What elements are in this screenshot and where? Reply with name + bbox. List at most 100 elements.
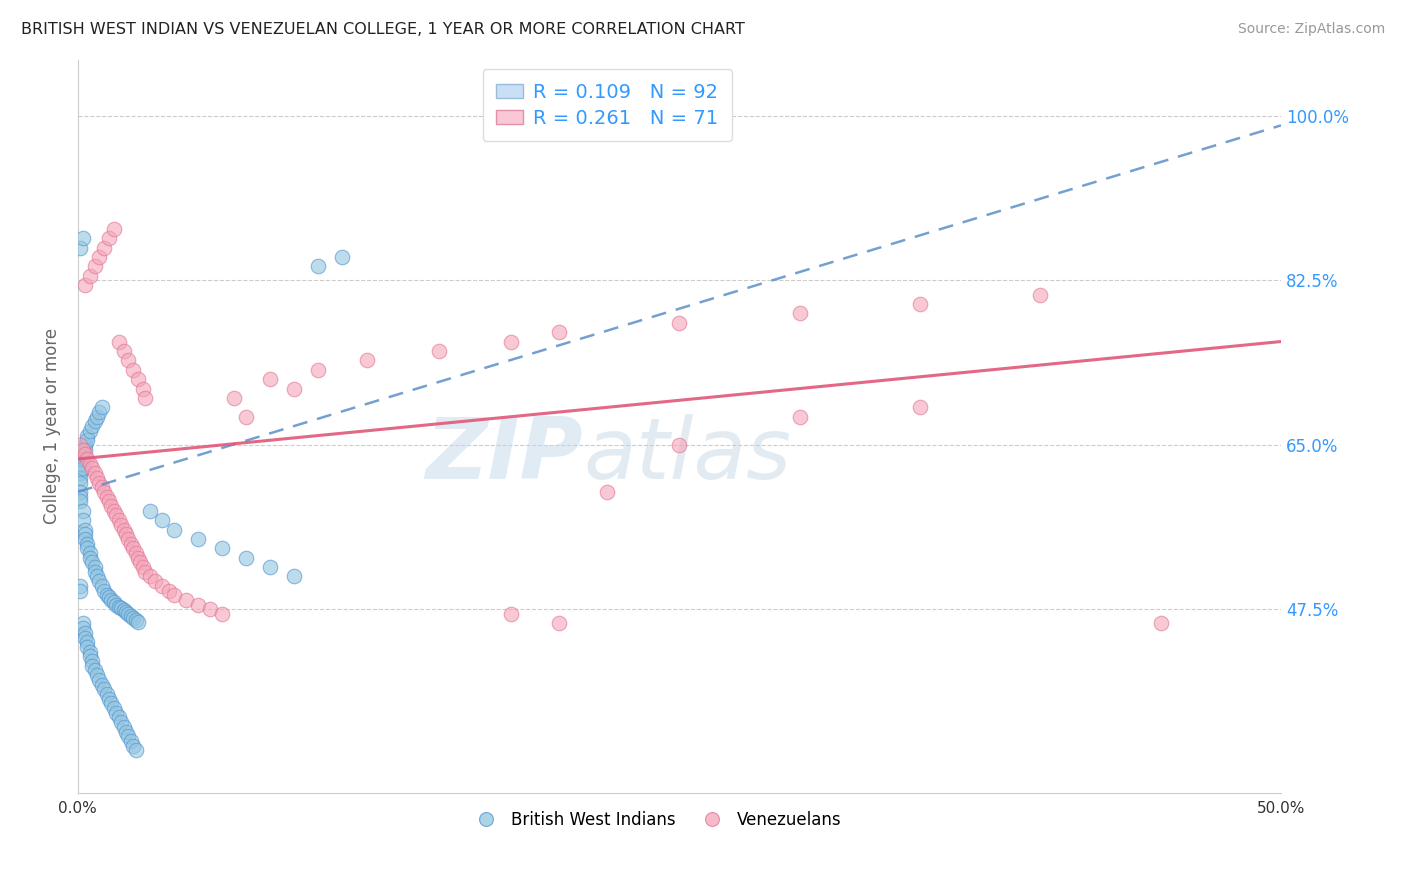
Point	[112, 343, 135, 358]
Point	[93, 484, 115, 499]
Point	[89, 574, 111, 589]
Point	[72, 452, 94, 467]
Point	[76, 452, 98, 467]
Point	[139, 569, 162, 583]
Point	[93, 583, 115, 598]
Text: Source: ZipAtlas.com: Source: ZipAtlas.com	[1237, 22, 1385, 37]
Point	[72, 504, 94, 518]
Point	[211, 541, 233, 556]
Point	[120, 536, 142, 550]
Point	[283, 382, 305, 396]
Point	[76, 428, 98, 442]
Point	[163, 588, 186, 602]
Point	[83, 560, 105, 574]
Point	[124, 613, 146, 627]
Point	[107, 710, 129, 724]
Point	[100, 593, 122, 607]
Point	[198, 602, 221, 616]
Point	[86, 668, 108, 682]
Point	[86, 471, 108, 485]
Point	[73, 631, 96, 645]
Point	[105, 706, 128, 720]
Point	[499, 607, 522, 621]
Point	[98, 590, 121, 604]
Point	[427, 343, 450, 358]
Point	[96, 490, 118, 504]
Point	[332, 250, 354, 264]
Point	[76, 640, 98, 654]
Point	[76, 541, 98, 556]
Point	[132, 560, 155, 574]
Point	[187, 532, 209, 546]
Point	[96, 687, 118, 701]
Point	[211, 607, 233, 621]
Point	[548, 325, 571, 339]
Point	[93, 682, 115, 697]
Point	[73, 532, 96, 546]
Text: BRITISH WEST INDIAN VS VENEZUELAN COLLEGE, 1 YEAR OR MORE CORRELATION CHART: BRITISH WEST INDIAN VS VENEZUELAN COLLEG…	[21, 22, 745, 37]
Point	[98, 231, 121, 245]
Point	[93, 241, 115, 255]
Legend: British West Indians, Venezuelans: British West Indians, Venezuelans	[463, 805, 848, 836]
Point	[124, 743, 146, 757]
Point	[73, 447, 96, 461]
Point	[83, 414, 105, 428]
Point	[82, 555, 104, 569]
Point	[122, 541, 145, 556]
Point	[89, 250, 111, 264]
Point	[112, 603, 135, 617]
Point	[107, 599, 129, 614]
Point	[72, 513, 94, 527]
Point	[103, 595, 125, 609]
Point	[86, 409, 108, 424]
Point	[100, 499, 122, 513]
Point	[69, 471, 91, 485]
Point	[73, 626, 96, 640]
Point	[596, 484, 619, 499]
Y-axis label: College, 1 year or more: College, 1 year or more	[44, 328, 60, 524]
Point	[115, 605, 138, 619]
Point	[72, 447, 94, 461]
Point	[668, 316, 690, 330]
Point	[117, 353, 139, 368]
Point	[100, 697, 122, 711]
Point	[132, 382, 155, 396]
Point	[79, 649, 101, 664]
Point	[69, 241, 91, 255]
Point	[83, 664, 105, 678]
Point	[69, 494, 91, 508]
Point	[82, 461, 104, 475]
Point	[115, 724, 138, 739]
Point	[117, 607, 139, 621]
Point	[117, 532, 139, 546]
Point	[127, 550, 149, 565]
Point	[69, 583, 91, 598]
Point	[90, 579, 112, 593]
Point	[187, 598, 209, 612]
Point	[110, 601, 132, 615]
Point	[82, 419, 104, 434]
Point	[72, 231, 94, 245]
Point	[86, 569, 108, 583]
Point	[82, 654, 104, 668]
Point	[98, 494, 121, 508]
Point	[90, 401, 112, 415]
Point	[307, 363, 329, 377]
Point	[129, 555, 152, 569]
Point	[120, 734, 142, 748]
Point	[224, 391, 246, 405]
Point	[103, 221, 125, 235]
Point	[69, 484, 91, 499]
Point	[1029, 287, 1052, 301]
Point	[105, 598, 128, 612]
Point	[69, 457, 91, 471]
Point	[72, 621, 94, 635]
Point	[90, 480, 112, 494]
Text: atlas: atlas	[583, 414, 792, 497]
Point	[143, 574, 166, 589]
Point	[69, 466, 91, 480]
Point	[112, 720, 135, 734]
Point	[499, 334, 522, 349]
Point	[107, 513, 129, 527]
Point	[259, 560, 281, 574]
